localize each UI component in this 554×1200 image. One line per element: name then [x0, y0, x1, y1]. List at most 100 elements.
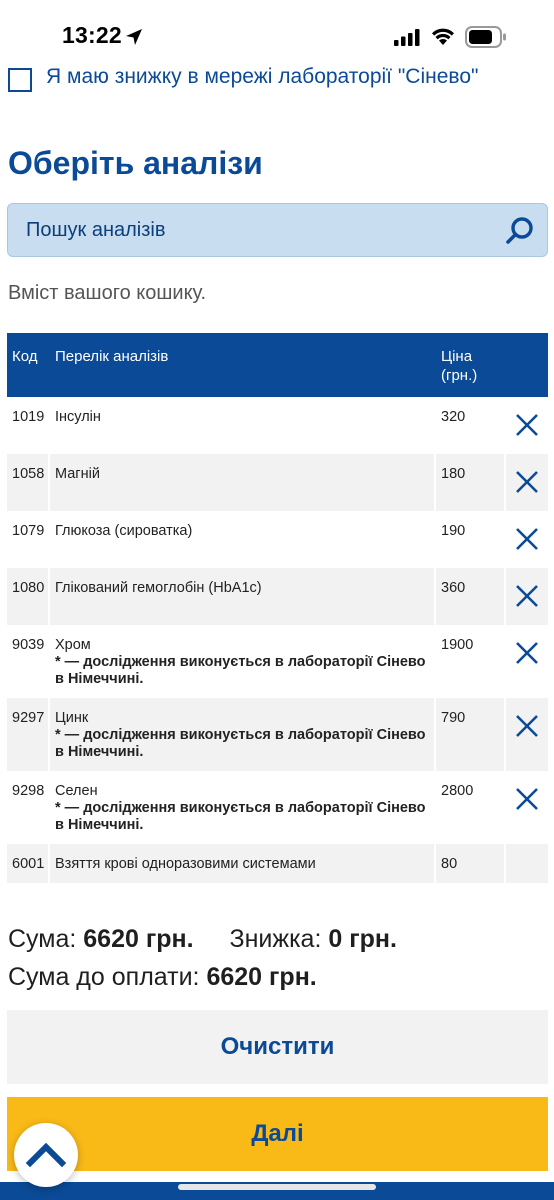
analysis-name: Цинк: [55, 710, 89, 726]
header-remove: [506, 333, 548, 397]
cell-remove: [506, 771, 548, 844]
cell-code: 1019: [7, 397, 50, 454]
header-name: Перелік аналізів: [50, 333, 436, 397]
search-icon[interactable]: [505, 216, 535, 246]
cell-remove: [506, 844, 548, 883]
analysis-name: Глюкоза (сироватка): [55, 523, 193, 539]
chevron-up-icon: [25, 1142, 67, 1168]
cell-name: Глікований гемоглобін (HbA1c): [50, 568, 436, 625]
close-icon: [513, 414, 541, 443]
remove-item-button[interactable]: [513, 468, 541, 496]
location-arrow-icon: [126, 29, 142, 45]
analysis-name: Інсулін: [55, 409, 101, 425]
home-indicator: [178, 1184, 376, 1190]
footer-bar: [0, 1182, 554, 1200]
search-box: [7, 203, 548, 257]
totals: Сума: 6620 грн. Знижка: 0 грн. Сума до о…: [8, 920, 397, 996]
analysis-name: Взяття крові одноразовими системами: [55, 856, 316, 872]
cell-code: 9297: [7, 698, 50, 771]
cell-name: Хром * — дослідження виконується в лабора…: [50, 625, 436, 698]
clear-button[interactable]: Очистити: [7, 1010, 548, 1084]
lab-note: * — дослідження виконується в лабораторі…: [55, 727, 426, 760]
table-row: 1080 Глікований гемоглобін (HbA1c) 360: [7, 568, 548, 625]
analysis-name: Магній: [55, 466, 100, 482]
analysis-name: Хром: [55, 637, 91, 653]
search-input[interactable]: [8, 204, 488, 256]
discount-label: Я маю знижку в мережі лабораторії "Сінев…: [46, 65, 479, 88]
sum-label: Сума:: [8, 925, 77, 953]
cell-price: 790: [436, 698, 506, 771]
cell-remove: [506, 454, 548, 511]
pay-value: 6620 грн.: [206, 963, 317, 991]
cell-name: Глюкоза (сироватка): [50, 511, 436, 568]
table-row: 9298 Селен * — дослідження виконується в л…: [7, 771, 548, 844]
discount-total-label: Знижка:: [229, 925, 322, 953]
table-row: 1058 Магній 180: [7, 454, 548, 511]
table-row: 6001 Взяття крові одноразовими системами 8…: [7, 844, 548, 883]
scroll-to-top-button[interactable]: [14, 1123, 78, 1187]
next-button[interactable]: Далі: [7, 1097, 548, 1171]
close-icon: [513, 788, 541, 817]
cell-name: Селен * — дослідження виконується в лабор…: [50, 771, 436, 844]
cell-remove: [506, 698, 548, 771]
analysis-name: Селен: [55, 783, 98, 799]
battery-icon: [465, 26, 506, 48]
cell-price: 360: [436, 568, 506, 625]
cell-code: 6001: [7, 844, 50, 883]
cell-name: Взяття крові одноразовими системами: [50, 844, 436, 883]
cell-name: Цинк * — дослідження виконується в лабора…: [50, 698, 436, 771]
lab-note: * — дослідження виконується в лабораторі…: [55, 654, 426, 687]
cart-caption: Вміст вашого кошику.: [8, 282, 207, 304]
cell-name: Інсулін: [50, 397, 436, 454]
cell-price: 80: [436, 844, 506, 883]
discount-option: Я маю знижку в мережі лабораторії "Сінев…: [8, 62, 548, 92]
pay-label: Сума до оплати:: [8, 963, 200, 991]
cell-code: 9298: [7, 771, 50, 844]
cell-price: 190: [436, 511, 506, 568]
close-icon: [513, 715, 541, 744]
sum-value: 6620 грн.: [83, 925, 194, 953]
analysis-name: Глікований гемоглобін (HbA1c): [55, 580, 262, 596]
wifi-icon: [432, 28, 454, 45]
cell-remove: [506, 625, 548, 698]
totals-line-1: Сума: 6620 грн. Знижка: 0 грн.: [8, 920, 397, 958]
remove-item-button[interactable]: [513, 582, 541, 610]
table-row: 9297 Цинк * — дослідження виконується в ла…: [7, 698, 548, 771]
status-time: 13:22: [62, 22, 122, 48]
cell-price: 320: [436, 397, 506, 454]
cart-table: Код Перелік аналізів Ціна (грн.) 1019 Інсу…: [7, 333, 548, 883]
remove-item-button[interactable]: [513, 411, 541, 439]
discount-checkbox[interactable]: [8, 68, 32, 92]
section-title: Оберіть аналізи: [8, 145, 263, 181]
cell-code: 9039: [7, 625, 50, 698]
status-bar: 13:22: [0, 0, 554, 64]
table-row: 9039 Хром * — дослідження виконується в ла…: [7, 625, 548, 698]
cell-remove: [506, 511, 548, 568]
header-price: Ціна (грн.): [436, 333, 506, 397]
close-icon: [513, 528, 541, 557]
cell-remove: [506, 397, 548, 454]
cart-header-row: Код Перелік аналізів Ціна (грн.): [7, 333, 548, 397]
close-icon: [513, 471, 541, 500]
table-row: 1079 Глюкоза (сироватка) 190: [7, 511, 548, 568]
table-row: 1019 Інсулін 320: [7, 397, 548, 454]
cell-code: 1080: [7, 568, 50, 625]
header-code: Код: [7, 333, 50, 397]
cell-price: 180: [436, 454, 506, 511]
discount-total-value: 0 грн.: [328, 925, 397, 953]
cell-name: Магній: [50, 454, 436, 511]
close-icon: [513, 585, 541, 614]
close-icon: [513, 642, 541, 671]
remove-item-button[interactable]: [513, 525, 541, 553]
cell-price: 2800: [436, 771, 506, 844]
lab-note: * — дослідження виконується в лабораторі…: [55, 800, 426, 833]
cell-code: 1058: [7, 454, 50, 511]
cell-price: 1900: [436, 625, 506, 698]
remove-item-button[interactable]: [513, 639, 541, 667]
cell-remove: [506, 568, 548, 625]
totals-line-2: Сума до оплати: 6620 грн.: [8, 958, 397, 996]
cell-code: 1079: [7, 511, 50, 568]
cellular-signal-icon: [394, 29, 420, 46]
remove-item-button[interactable]: [513, 785, 541, 813]
remove-item-button[interactable]: [513, 712, 541, 740]
